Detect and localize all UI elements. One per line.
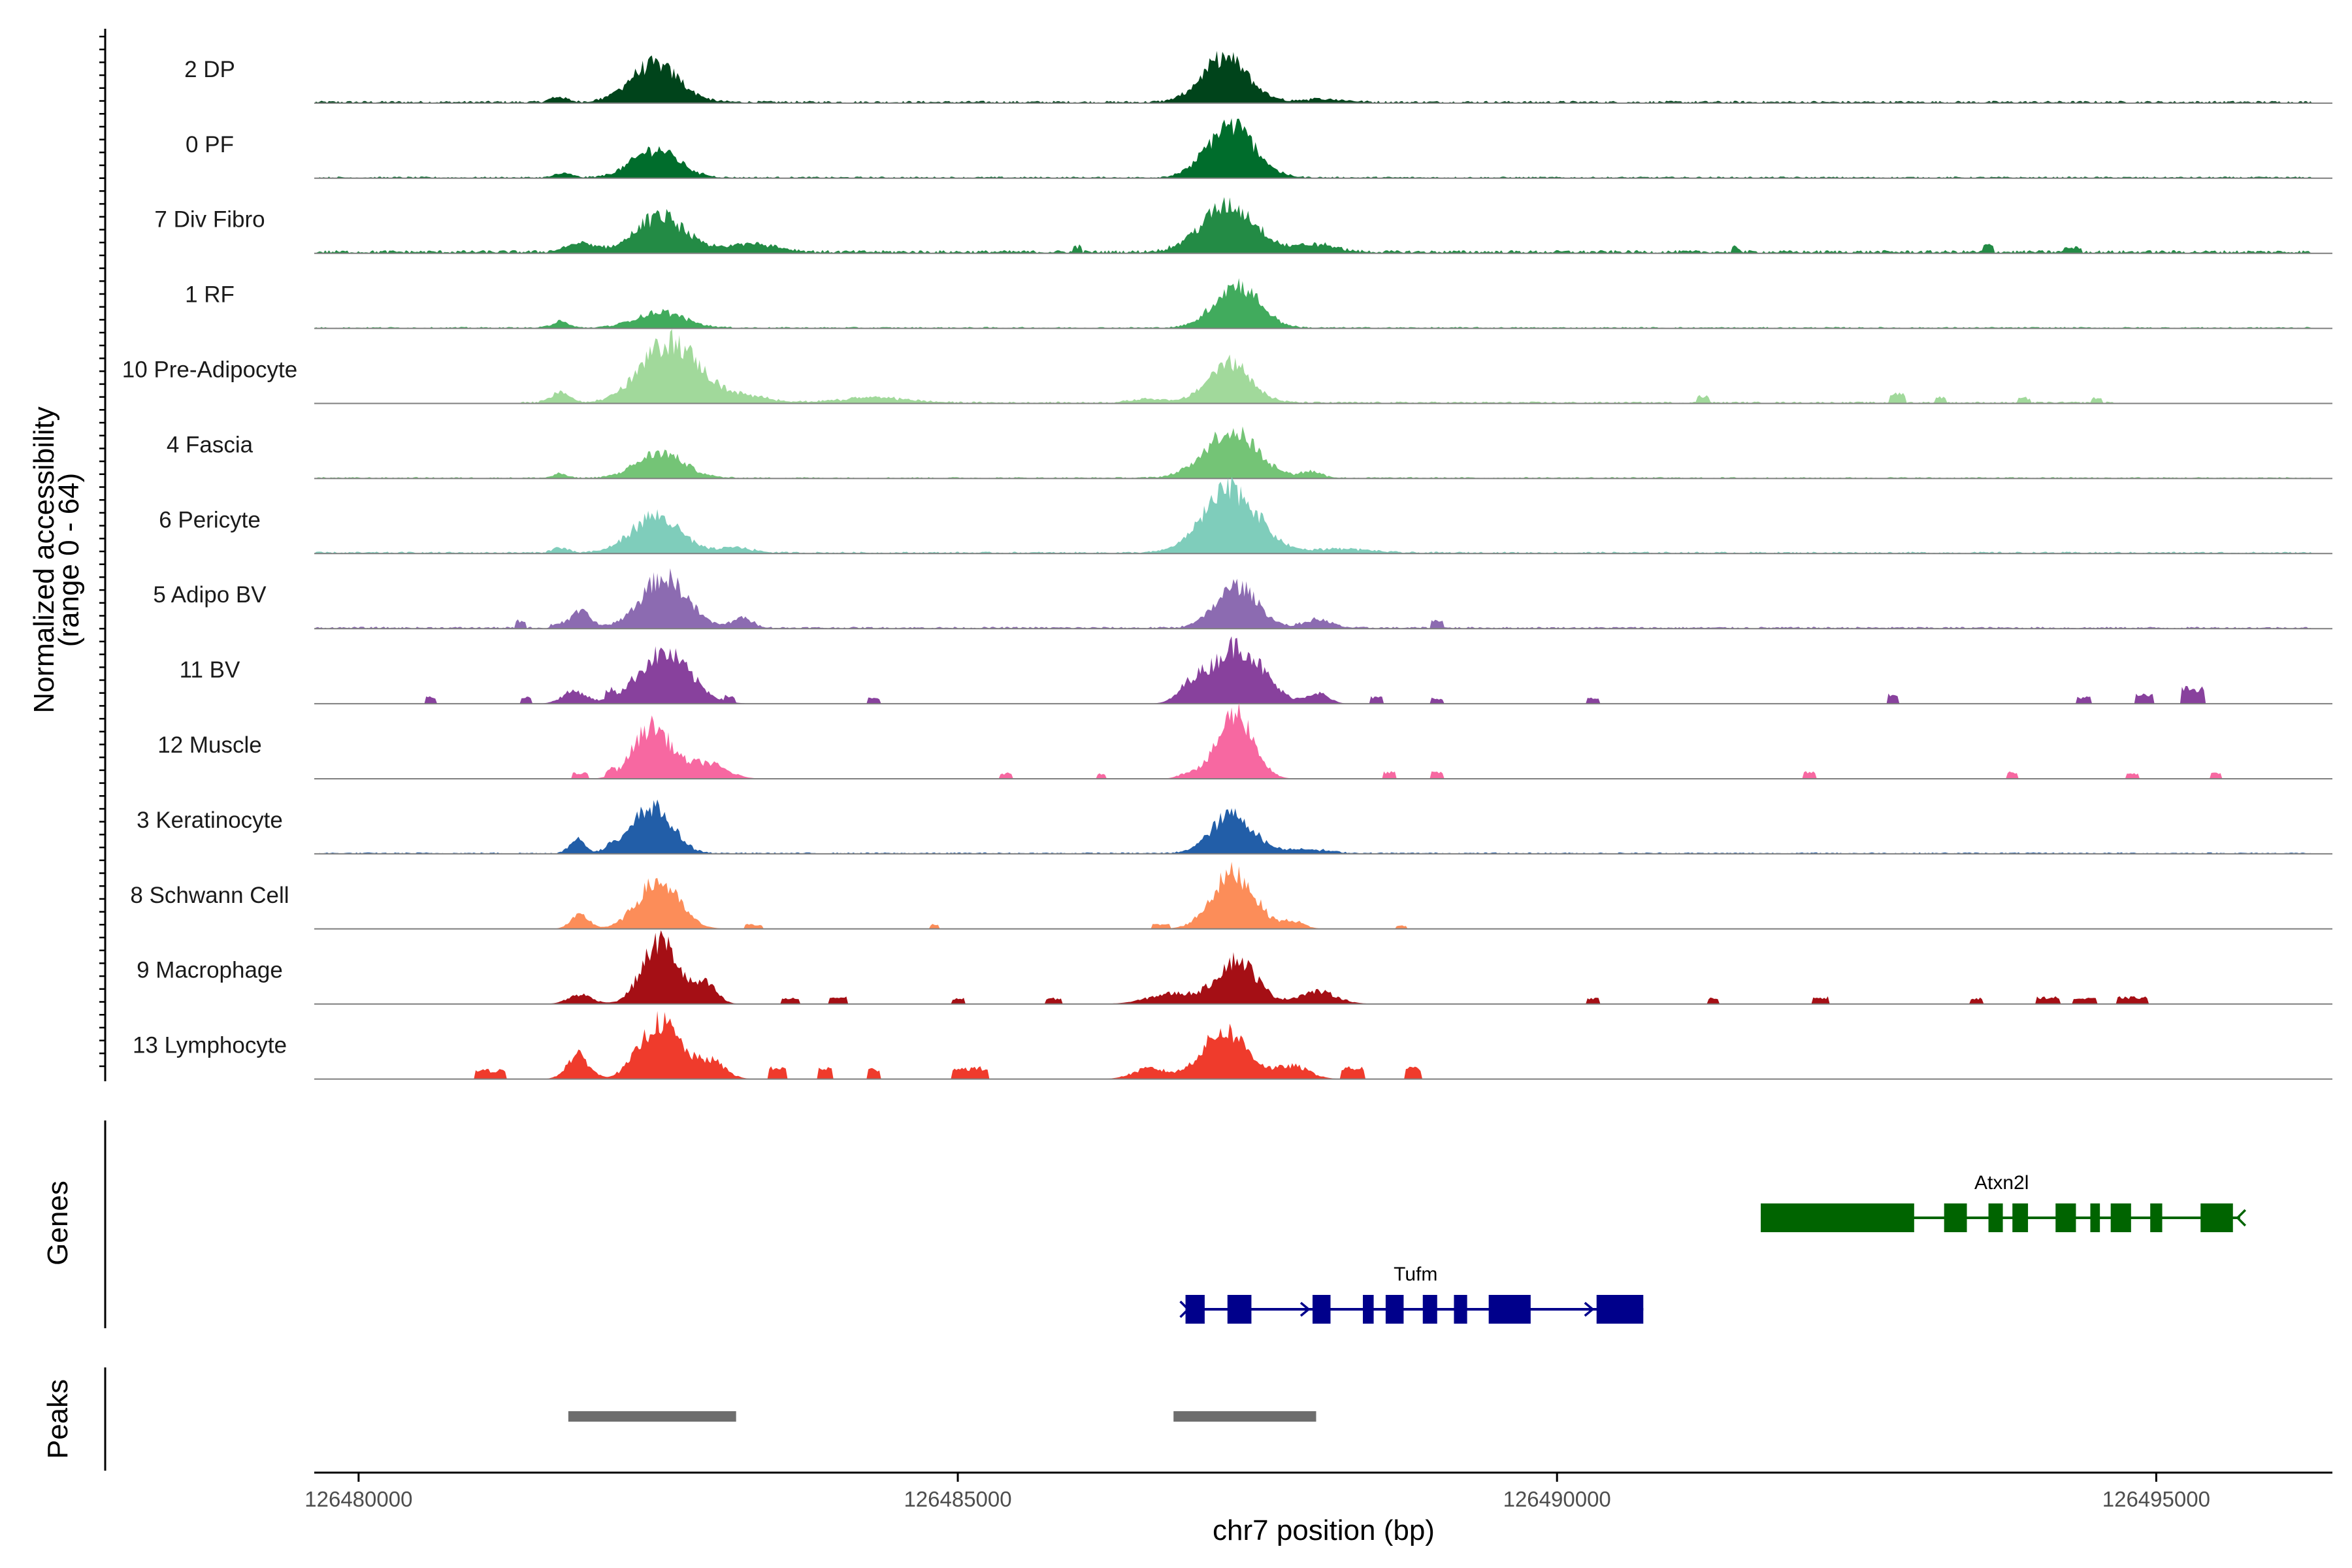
track-label: 13 Lymphocyte [133, 1033, 287, 1058]
gene-exon [1422, 1295, 1437, 1324]
track-signal [314, 118, 2332, 178]
track-signal [314, 278, 2332, 329]
gene-exon [1944, 1203, 1967, 1232]
gene-exon [2200, 1203, 2233, 1232]
gene-models: Atxn2l Tufm [1179, 1172, 2246, 1324]
track-label: 7 Div Fibro [154, 207, 265, 233]
track-14: 13 Lymphocyte [133, 1011, 2332, 1080]
x-tick-label: 126495000 [2102, 1487, 2210, 1511]
track-signal [314, 426, 2332, 479]
genes-axis-title: Genes [42, 1181, 74, 1266]
track-signal [314, 1011, 2332, 1079]
track-label: 9 Macrophage [137, 958, 283, 983]
x-tick-label: 126490000 [1503, 1487, 1611, 1511]
track-6: 4 Fascia [167, 426, 2332, 480]
x-axis-title: chr7 position (bp) [1213, 1514, 1435, 1546]
peak-region [1173, 1411, 1316, 1422]
y-axis-range: (range 0 - 64) [53, 473, 85, 647]
track-label: 8 Schwann Cell [130, 883, 289, 908]
track-signal [314, 930, 2332, 1004]
gene-label: Tufm [1394, 1264, 1437, 1285]
gene-strand-arrow [1584, 1301, 1595, 1317]
gene-tufm: Tufm [1179, 1264, 1644, 1324]
track-label: 3 Keratinocyte [137, 808, 283, 833]
track-signal [314, 568, 2332, 629]
track-1: 2 DP [184, 50, 2332, 104]
track-10: 12 Muscle [157, 702, 2332, 779]
track-label: 12 Muscle [157, 732, 262, 758]
track-label: 2 DP [184, 57, 235, 82]
track-label: 11 BV [180, 657, 240, 683]
track-signal [314, 799, 2332, 854]
gene-exon [2012, 1203, 2029, 1232]
track-signal [314, 862, 2332, 929]
track-3: 7 Div Fibro [154, 197, 2332, 254]
gene-exon [1385, 1295, 1404, 1324]
coverage-y-axis [99, 29, 106, 1081]
gene-strand-arrow [1299, 1301, 1311, 1317]
gene-exon [1227, 1295, 1252, 1324]
gene-exon [2090, 1203, 2100, 1232]
gene-atxn2l: Atxn2l [1761, 1172, 2246, 1232]
track-5: 10 Pre-Adipocyte [122, 329, 2332, 404]
track-13: 9 Macrophage [137, 930, 2332, 1005]
track-signal [314, 476, 2332, 554]
gene-exon [1761, 1203, 1914, 1232]
track-label: 6 Pericyte [159, 507, 261, 532]
coverage-tracks: 2 DP 0 PF 7 Div Fibro 1 RF 10 Pre-Adipocyte 4… [122, 50, 2332, 1080]
gene-exon [2055, 1203, 2076, 1232]
gene-exon [2110, 1203, 2131, 1232]
peaks-axis-title: Peaks [42, 1379, 74, 1459]
track-signal [314, 197, 2332, 253]
track-2: 0 PF [186, 118, 2332, 179]
gene-exon [1312, 1295, 1331, 1324]
track-signal [314, 636, 2332, 704]
gene-label: Atxn2l [1974, 1172, 2029, 1194]
track-signal [314, 50, 2332, 103]
x-tick-label: 126485000 [904, 1487, 1011, 1511]
gene-exon [1988, 1203, 2003, 1232]
gene-strand-arrow [1179, 1300, 1190, 1318]
track-8: 5 Adipo BV [153, 568, 2332, 630]
track-9: 11 BV [180, 636, 2332, 705]
x-axis: 126480000 126485000 126490000 126495000 [304, 1471, 2332, 1511]
track-label: 4 Fascia [167, 432, 253, 457]
gene-exon [2150, 1203, 2163, 1232]
track-label: 0 PF [186, 132, 234, 157]
track-signal [314, 329, 2332, 404]
track-label: 1 RF [185, 282, 235, 308]
track-12: 8 Schwann Cell [130, 862, 2332, 930]
gene-exon [1454, 1295, 1467, 1324]
y-axis-title: Normalized accessibility [28, 406, 60, 713]
track-11: 3 Keratinocyte [137, 799, 2332, 855]
gene-strand-arrow [2236, 1209, 2246, 1227]
y-axis-minor-ticks [99, 35, 105, 1068]
peak-regions [568, 1411, 1316, 1422]
track-label: 10 Pre-Adipocyte [122, 357, 297, 383]
x-tick-label: 126480000 [304, 1487, 412, 1511]
track-signal [314, 702, 2332, 779]
gene-exon [1488, 1295, 1531, 1324]
gene-exon [1596, 1295, 1644, 1324]
gene-exon [1363, 1295, 1374, 1324]
track-7: 6 Pericyte [159, 476, 2332, 555]
track-label: 5 Adipo BV [153, 582, 267, 608]
peak-region [568, 1411, 736, 1422]
track-4: 1 RF [185, 278, 2332, 329]
